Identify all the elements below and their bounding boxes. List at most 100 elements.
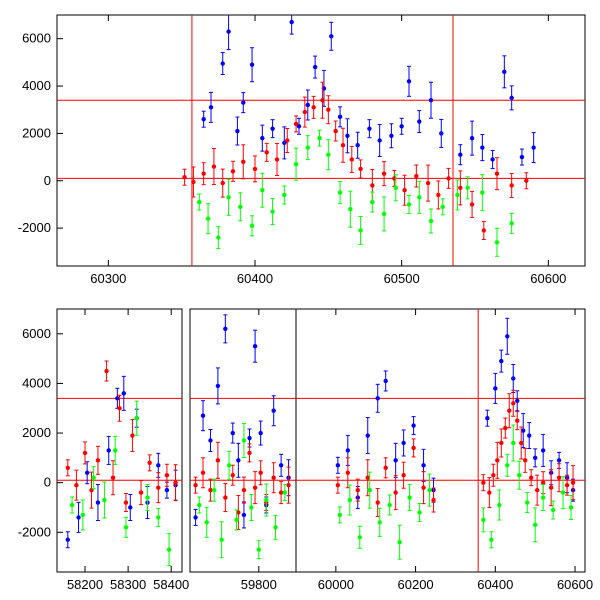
plot-area bbox=[296, 309, 585, 572]
data-point bbox=[377, 138, 382, 143]
data-point bbox=[236, 458, 241, 463]
data-point bbox=[258, 430, 263, 436]
data-point bbox=[223, 495, 228, 500]
data-point bbox=[393, 185, 398, 191]
data-point bbox=[375, 396, 380, 401]
data-point bbox=[509, 221, 514, 226]
data-point bbox=[226, 195, 231, 200]
data-point bbox=[519, 154, 525, 160]
data-point bbox=[525, 500, 530, 505]
data-point bbox=[531, 145, 536, 150]
data-point bbox=[230, 430, 235, 436]
data-point bbox=[503, 425, 508, 431]
data-point bbox=[381, 211, 387, 217]
data-point bbox=[402, 188, 407, 193]
data-point bbox=[347, 497, 353, 503]
series-red bbox=[65, 360, 178, 513]
data-point bbox=[115, 396, 120, 401]
data-point bbox=[528, 475, 534, 480]
data-point bbox=[421, 485, 426, 490]
data-point bbox=[370, 183, 375, 188]
data-point bbox=[381, 171, 387, 176]
data-point bbox=[260, 135, 265, 141]
data-point bbox=[367, 487, 372, 493]
plot-area bbox=[57, 360, 182, 567]
data-point bbox=[534, 487, 540, 493]
data-point bbox=[305, 145, 310, 150]
data-point bbox=[216, 235, 221, 240]
data-point bbox=[407, 495, 412, 500]
data-point bbox=[156, 515, 161, 520]
data-point bbox=[490, 157, 495, 162]
data-point bbox=[393, 458, 398, 463]
x-tick-label: 60600 bbox=[530, 271, 566, 286]
data-point bbox=[411, 423, 416, 428]
data-point bbox=[130, 433, 135, 438]
data-point bbox=[252, 344, 258, 349]
data-point bbox=[201, 171, 206, 176]
data-point bbox=[95, 500, 101, 505]
data-point bbox=[436, 192, 441, 198]
series-green bbox=[69, 400, 172, 567]
data-point bbox=[556, 475, 562, 480]
data-point bbox=[274, 157, 280, 162]
data-point bbox=[507, 408, 512, 413]
data-point bbox=[252, 485, 258, 490]
data-point bbox=[271, 475, 276, 480]
data-point bbox=[247, 450, 252, 456]
data-point bbox=[511, 376, 516, 381]
data-point bbox=[271, 408, 276, 413]
y-tick-label: 6000 bbox=[22, 31, 51, 46]
data-point bbox=[487, 490, 492, 495]
data-point bbox=[427, 487, 432, 493]
data-point bbox=[337, 190, 343, 195]
data-point bbox=[540, 480, 546, 485]
data-point bbox=[517, 473, 522, 478]
data-point bbox=[556, 458, 562, 463]
data-point bbox=[296, 124, 302, 129]
y-tick-label: 2000 bbox=[22, 125, 51, 140]
x-tick-label: 60300 bbox=[90, 271, 126, 286]
data-point bbox=[481, 480, 486, 485]
y-tick-label: 4000 bbox=[22, 375, 51, 390]
data-point bbox=[200, 413, 206, 418]
data-point bbox=[335, 463, 341, 468]
data-point bbox=[428, 218, 434, 224]
data-point bbox=[401, 440, 406, 446]
data-point bbox=[106, 448, 111, 453]
plot-area bbox=[57, 15, 585, 266]
data-point bbox=[521, 428, 526, 433]
data-point bbox=[123, 525, 129, 530]
y-tick-label: 0 bbox=[44, 475, 51, 490]
data-point bbox=[345, 470, 351, 475]
data-point bbox=[497, 502, 502, 508]
data-point bbox=[226, 463, 232, 468]
data-point bbox=[333, 128, 338, 134]
data-point bbox=[532, 522, 538, 528]
data-point bbox=[421, 463, 426, 468]
data-point bbox=[458, 152, 463, 157]
data-point bbox=[494, 171, 500, 176]
data-point bbox=[193, 515, 198, 520]
data-point bbox=[164, 473, 170, 478]
series-red bbox=[193, 441, 291, 530]
y-tick-label: 4000 bbox=[22, 78, 51, 93]
data-point bbox=[469, 202, 475, 207]
data-point bbox=[147, 460, 152, 466]
data-point bbox=[511, 401, 516, 406]
data-point bbox=[383, 378, 388, 384]
x-tick-label: 60500 bbox=[384, 271, 420, 286]
data-point bbox=[235, 128, 240, 134]
data-point bbox=[367, 126, 372, 131]
data-point bbox=[502, 69, 507, 75]
data-point bbox=[282, 140, 287, 146]
data-point bbox=[570, 480, 576, 485]
data-point bbox=[278, 490, 284, 495]
data-point bbox=[208, 438, 213, 443]
data-point bbox=[241, 512, 247, 518]
data-point bbox=[550, 507, 556, 513]
data-point bbox=[526, 433, 532, 438]
data-point bbox=[458, 185, 463, 191]
data-point bbox=[499, 358, 504, 364]
